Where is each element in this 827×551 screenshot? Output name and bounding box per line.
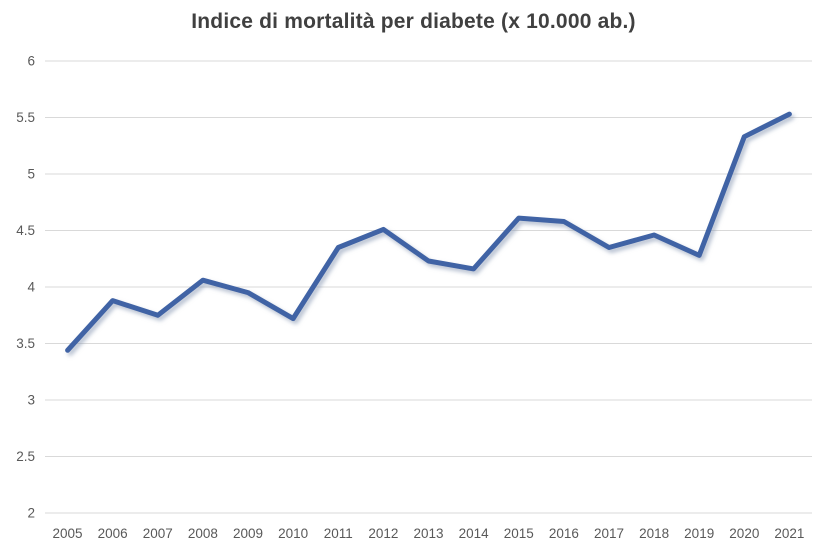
x-axis-tick-label: 2021 xyxy=(774,526,804,541)
x-axis-tick-label: 2009 xyxy=(233,526,263,541)
x-axis-tick-label: 2020 xyxy=(729,526,759,541)
y-axis-tick-label: 4.5 xyxy=(16,223,35,238)
y-axis-tick-label: 2.5 xyxy=(16,449,35,464)
x-axis-tick-label: 2013 xyxy=(413,526,443,541)
x-axis-tick-label: 2006 xyxy=(98,526,128,541)
y-axis-tick-label: 5 xyxy=(27,167,35,182)
y-axis-tick-label: 4 xyxy=(27,280,35,295)
y-axis-tick-label: 2 xyxy=(27,506,35,521)
x-axis-tick-label: 2010 xyxy=(278,526,308,541)
y-axis-tick-label: 5.5 xyxy=(16,110,35,125)
y-axis-tick-label: 6 xyxy=(27,54,35,69)
chart-title: Indice di mortalità per diabete (x 10.00… xyxy=(191,10,636,33)
x-axis-tick-label: 2012 xyxy=(368,526,398,541)
x-axis-tick-label: 2011 xyxy=(324,526,353,541)
x-axis-tick-label: 2015 xyxy=(504,526,534,541)
data-series-line xyxy=(65,111,792,353)
x-axis-tick-label: 2008 xyxy=(188,526,218,541)
x-axis-tick-label: 2017 xyxy=(594,526,624,541)
x-axis-tick-label: 2005 xyxy=(53,526,83,541)
x-axis-tick-label: 2018 xyxy=(639,526,669,541)
y-axis-tick-label: 3.5 xyxy=(16,336,35,351)
x-axis-tick-label: 2016 xyxy=(549,526,579,541)
x-axis-tick-label: 2014 xyxy=(459,526,490,541)
x-axis-tick-label: 2007 xyxy=(143,526,173,541)
y-axis-tick-label: 3 xyxy=(27,393,35,408)
x-axis-tick-label: 2019 xyxy=(684,526,714,541)
